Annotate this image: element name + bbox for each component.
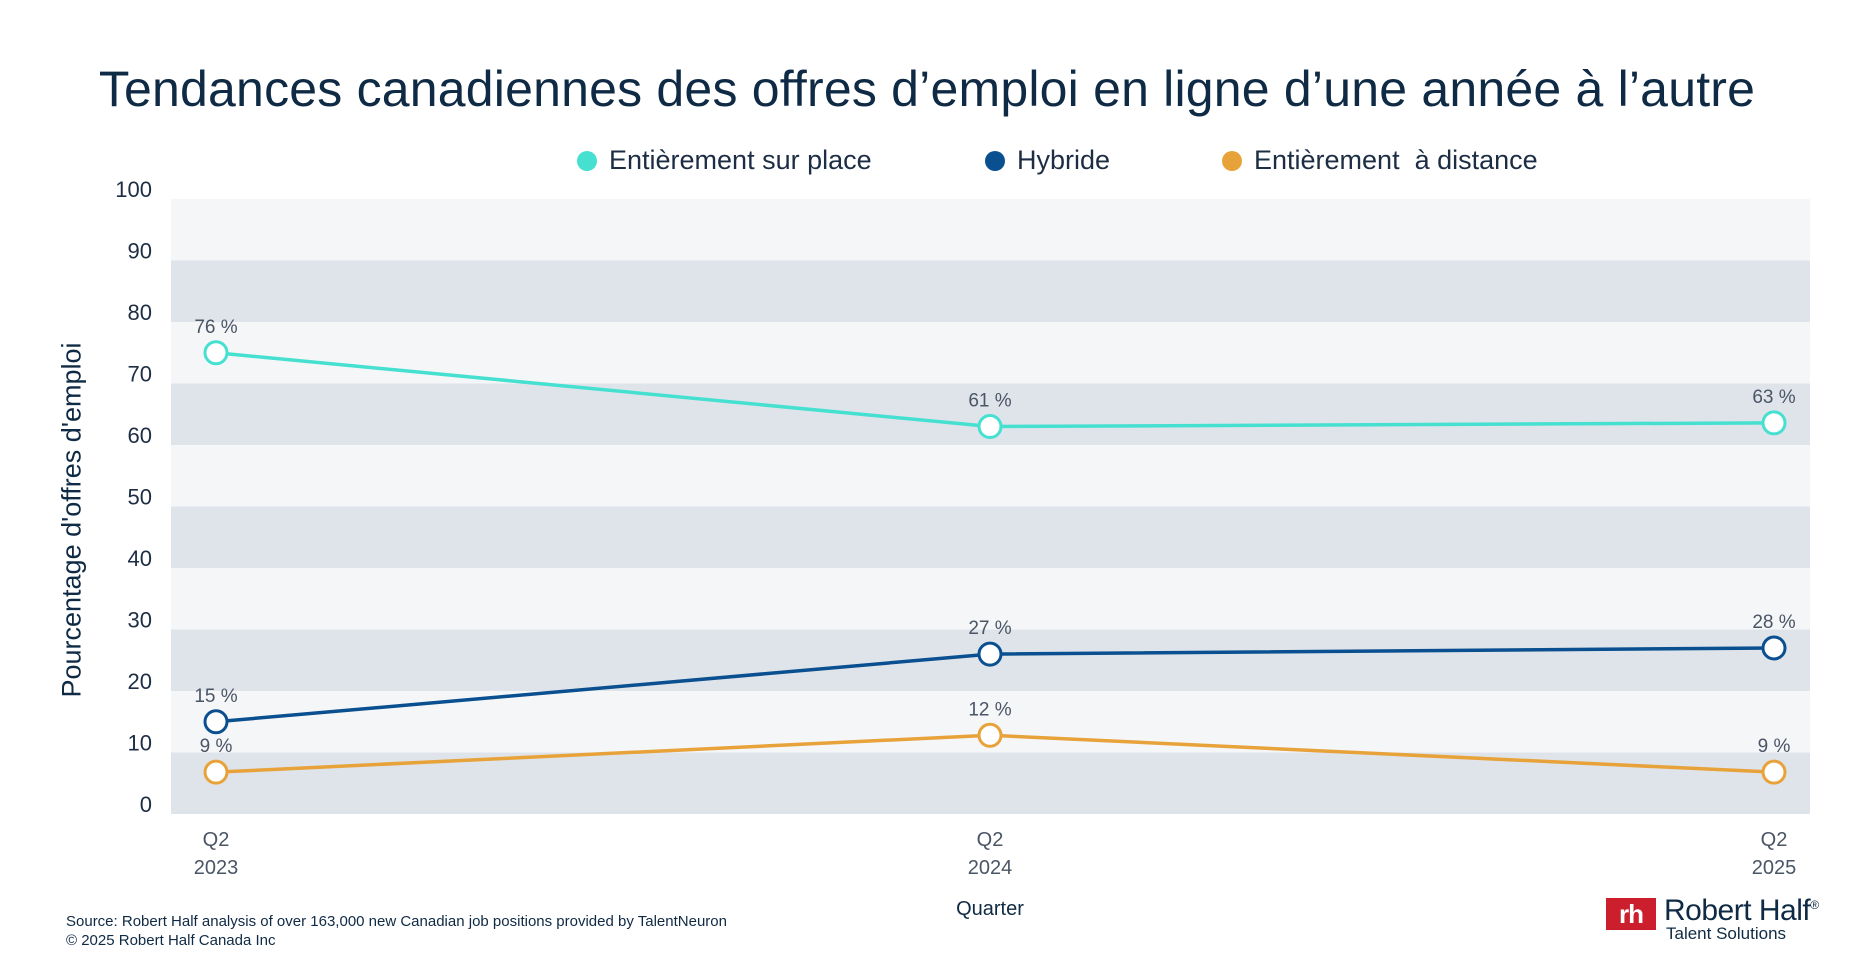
- x-tick-label-quarter: Q2: [977, 829, 1004, 851]
- y-tick-label: 100: [115, 177, 152, 202]
- data-point: [1761, 410, 1787, 436]
- y-tick-label: 50: [128, 485, 152, 510]
- x-tick-label-year: 2023: [194, 857, 239, 879]
- legend-marker: [577, 150, 597, 171]
- x-tick-label-year: 2025: [1752, 857, 1797, 879]
- data-point: [203, 340, 229, 366]
- y-tick-label: 0: [140, 792, 152, 817]
- x-axis-title: Quarter: [956, 898, 1024, 920]
- logo-name: Robert Half®: [1664, 894, 1819, 928]
- legend-item-on-site: Entièrement sur place: [577, 145, 872, 176]
- data-label: 63 %: [1752, 387, 1795, 408]
- y-tick-label: 20: [128, 669, 152, 694]
- data-label: 9 %: [1758, 736, 1791, 757]
- legend-item-remote: Entièrement à distance: [1222, 145, 1538, 176]
- data-label: 27 %: [968, 618, 1011, 639]
- y-tick-label: 70: [128, 362, 152, 387]
- logo-name-text: Robert Half: [1664, 894, 1811, 927]
- data-point: [1761, 759, 1787, 785]
- logo-mark: rh: [1606, 898, 1656, 930]
- y-tick-label: 90: [128, 239, 152, 264]
- legend-label: Hybride: [1017, 145, 1111, 175]
- data-point: [977, 414, 1003, 440]
- legend-marker: [1222, 150, 1242, 171]
- data-point: [977, 641, 1003, 667]
- y-tick-label: 40: [128, 546, 152, 571]
- source-note: Source: Robert Half analysis of over 163…: [66, 913, 727, 930]
- y-tick-label: 80: [128, 300, 152, 325]
- legend-label: Entièrement sur place: [609, 145, 872, 175]
- plot-band: [171, 199, 1810, 261]
- legend-item-hybrid: Hybride: [985, 145, 1110, 176]
- registered-mark: ®: [1810, 898, 1819, 912]
- logo-tagline: Talent Solutions: [1666, 924, 1787, 943]
- data-point: [203, 759, 229, 785]
- y-tick-label: 60: [128, 423, 152, 448]
- legend-marker: [985, 150, 1005, 171]
- data-point: [203, 709, 229, 735]
- legend-label: Entièrement à distance: [1254, 145, 1538, 175]
- y-axis-title: Pourcentage d'offres d'emploi: [56, 342, 87, 698]
- data-label: 9 %: [200, 736, 233, 757]
- plot-band: [171, 506, 1810, 568]
- data-label: 76 %: [194, 317, 237, 338]
- copyright-note: © 2025 Robert Half Canada Inc: [66, 932, 276, 949]
- x-tick-label-quarter: Q2: [203, 829, 230, 851]
- data-point: [977, 722, 1003, 748]
- plot-band: [171, 322, 1810, 384]
- data-label: 15 %: [194, 686, 237, 707]
- robert-half-logo: rh Robert Half® Talent Solutions: [1606, 894, 1831, 946]
- data-label: 61 %: [968, 391, 1011, 412]
- data-label: 28 %: [1752, 612, 1795, 633]
- plot-band: [171, 445, 1810, 507]
- legend: Entièrement sur place Hybride Entièremen…: [0, 145, 1854, 185]
- footnote: Source: Robert Half analysis of over 163…: [66, 912, 727, 950]
- data-label: 12 %: [968, 699, 1011, 720]
- plot-band: [171, 568, 1810, 630]
- x-tick-label-year: 2024: [968, 857, 1013, 879]
- x-tick-label-quarter: Q2: [1761, 829, 1788, 851]
- y-tick-label: 30: [128, 608, 152, 633]
- data-point: [1761, 635, 1787, 661]
- y-tick-label: 10: [128, 731, 152, 756]
- chart-title: Tendances canadiennes des offres d’emplo…: [98, 61, 1756, 117]
- plot-band: [171, 260, 1810, 322]
